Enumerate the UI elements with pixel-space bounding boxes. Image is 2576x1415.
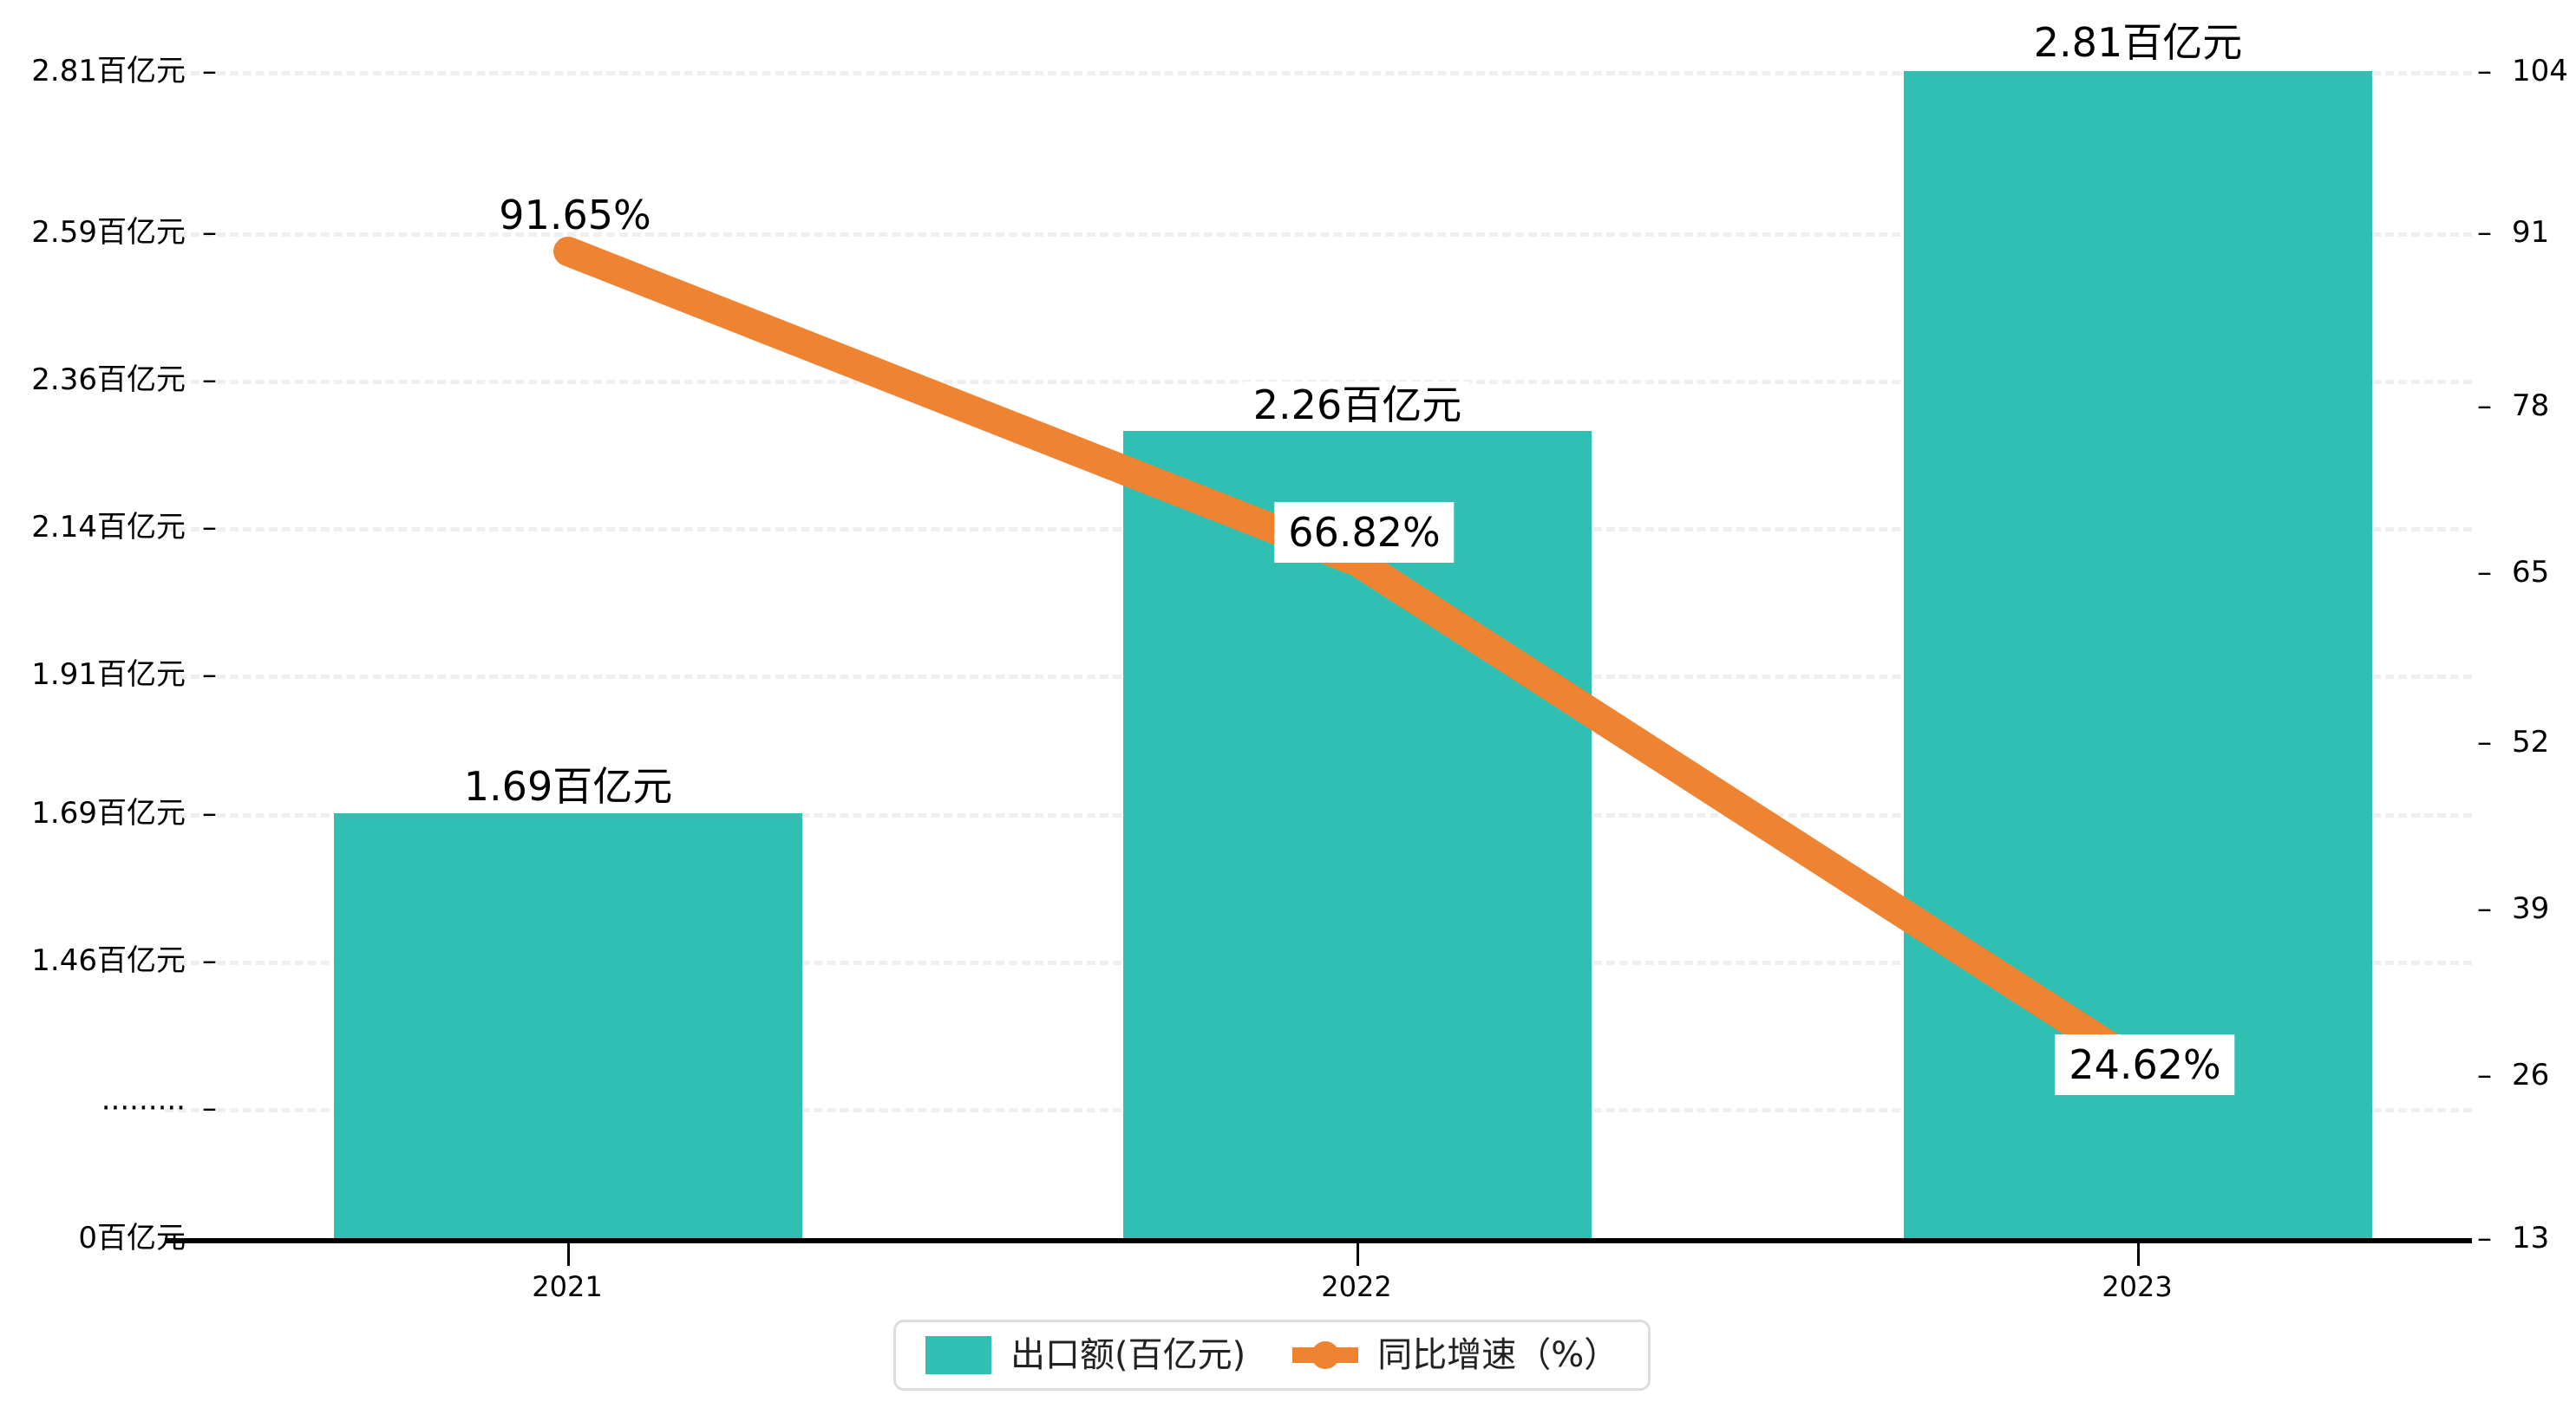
tick-dash: – [2477, 1221, 2492, 1255]
y-tick-right-label: 91 [2512, 215, 2550, 250]
x-tick-label-2022: 2022 [1321, 1270, 1392, 1303]
gridline [165, 71, 2472, 75]
bar-value-label-2022: 2.26百亿元 [1244, 381, 1471, 428]
tick-dash: – [202, 362, 217, 397]
bar-value-label-2021: 1.69百亿元 [454, 763, 682, 810]
y-tick-right: –13 [2477, 1223, 2549, 1253]
x-tickmark [567, 1243, 570, 1266]
y-tick-right: –26 [2477, 1060, 2549, 1090]
y-tick-right-label: 13 [2512, 1221, 2550, 1255]
tick-dash: – [202, 1091, 217, 1125]
axis-line-bottom [165, 1238, 2472, 1243]
legend-label-export-amount: 出口额(百亿元) [1010, 1335, 1246, 1375]
y-tick-left: 2.36百亿元 – [0, 365, 217, 395]
y-tick-right: –91 [2477, 218, 2549, 247]
y-tick-left-label: 1.91百亿元 [31, 657, 186, 692]
x-tickmark [1357, 1243, 1359, 1266]
tick-dash: – [2477, 725, 2492, 760]
x-tick-label-2023: 2023 [2102, 1270, 2173, 1303]
bar-value-label-2023: 2.81百亿元 [2024, 19, 2252, 66]
x-tickmark [2137, 1243, 2140, 1266]
line-value-label-2022: 66.82% [1274, 502, 1455, 563]
y-tick-left-label: 2.59百亿元 [31, 215, 186, 250]
legend-item-export-amount[interactable]: 出口额(百亿元) [925, 1336, 1246, 1374]
line-value-label-2021: 91.65% [499, 192, 651, 238]
tick-dash: – [2477, 555, 2492, 590]
legend-line-swatch-icon [1292, 1336, 1359, 1374]
y-tick-left: ········· – [0, 1093, 217, 1123]
y-tick-right: –65 [2477, 558, 2549, 587]
y-tick-left: 1.46百亿元 – [0, 946, 217, 975]
y-tick-left: 1.91百亿元 – [0, 660, 217, 689]
tick-dash: – [202, 1221, 217, 1255]
line-value-label-2023: 24.62% [2055, 1034, 2235, 1095]
x-tick-label-2021: 2021 [532, 1270, 603, 1303]
y-tick-right: –104 [2477, 56, 2568, 86]
tick-dash: – [2477, 891, 2492, 926]
legend-label-yoy-growth: 同比增速（%） [1377, 1335, 1619, 1375]
legend-bar-swatch-icon [925, 1336, 991, 1374]
y-tick-left: 2.81百亿元 – [0, 56, 217, 86]
y-tick-right-label: 65 [2512, 555, 2550, 590]
y-tick-left-label: 0百亿元 [78, 1221, 186, 1255]
y-tick-right-label: 26 [2512, 1058, 2550, 1092]
tick-dash: – [202, 54, 217, 88]
legend-item-yoy-growth[interactable]: 同比增速（%） [1292, 1336, 1618, 1374]
tick-dash: – [202, 510, 217, 544]
y-tick-left-label: ········· [101, 1091, 186, 1125]
y-tick-left: 2.14百亿元 – [0, 512, 217, 542]
y-tick-left-label: 2.14百亿元 [31, 510, 186, 544]
y-tick-left-label: 2.36百亿元 [31, 362, 186, 397]
y-tick-left-label: 1.46百亿元 [31, 943, 186, 978]
y-tick-left: 2.59百亿元 – [0, 218, 217, 247]
y-tick-right: –78 [2477, 391, 2549, 421]
y-tick-right-label: 52 [2512, 725, 2550, 760]
tick-dash: – [202, 215, 217, 250]
tick-dash: – [2477, 215, 2492, 250]
tick-dash: – [2477, 1058, 2492, 1092]
y-tick-left-label: 2.81百亿元 [31, 54, 186, 88]
legend-line-marker-icon [1311, 1341, 1340, 1369]
tick-dash: – [2477, 388, 2492, 423]
y-tick-right-label: 104 [2512, 54, 2568, 88]
tick-dash: – [202, 657, 217, 692]
y-tick-right: –52 [2477, 727, 2549, 757]
chart-legend: 出口额(百亿元) 同比增速（%） [893, 1320, 1651, 1391]
gridline [165, 232, 2472, 237]
y-tick-left-label: 1.69百亿元 [31, 796, 186, 831]
y-tick-right: –39 [2477, 894, 2549, 923]
y-tick-right-label: 78 [2512, 388, 2550, 423]
y-tick-right-label: 39 [2512, 891, 2550, 926]
y-tick-left: 0百亿元 – [0, 1223, 217, 1253]
y-tick-left: 1.69百亿元 – [0, 799, 217, 828]
tick-dash: – [2477, 54, 2492, 88]
tick-dash: – [202, 796, 217, 831]
tick-dash: – [202, 943, 217, 978]
